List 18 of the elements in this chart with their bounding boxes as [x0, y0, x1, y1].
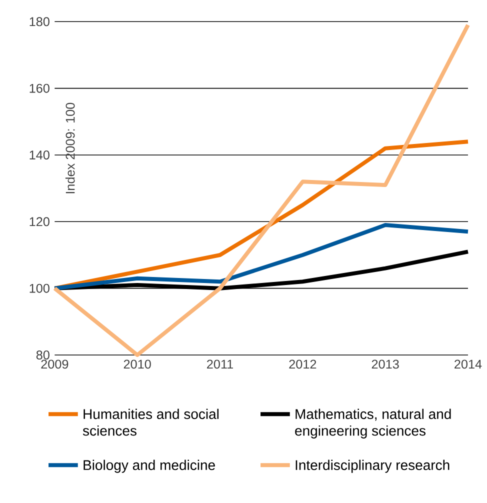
y-tick-label: 160 [30, 84, 50, 93]
line-series [52, 23, 470, 357]
legend-label: Humanities and social sciences [82, 408, 219, 436]
y-tick-label: 140 [30, 150, 50, 160]
y-tick-label: 180 [30, 17, 50, 26]
x-tick-label: 2013 [372, 360, 399, 369]
x-tick-label: 2010 [124, 360, 151, 369]
legend-label: Interdisciplinary research [296, 460, 450, 473]
y-tick-label: 120 [30, 217, 50, 226]
x-tick-label: 2009 [41, 360, 68, 369]
line-series [52, 223, 470, 290]
legend-label: Biology and medicine [84, 460, 215, 473]
y-tick-label: 100 [30, 284, 50, 293]
x-tick-label: 2014 [454, 360, 482, 369]
legend-label: Mathematics, natural and engineering sciences [295, 408, 451, 439]
x-tick-label: 2011 [207, 360, 233, 369]
x-tick-label: 2012 [289, 360, 316, 369]
y-tick-label: 80 [36, 350, 50, 360]
